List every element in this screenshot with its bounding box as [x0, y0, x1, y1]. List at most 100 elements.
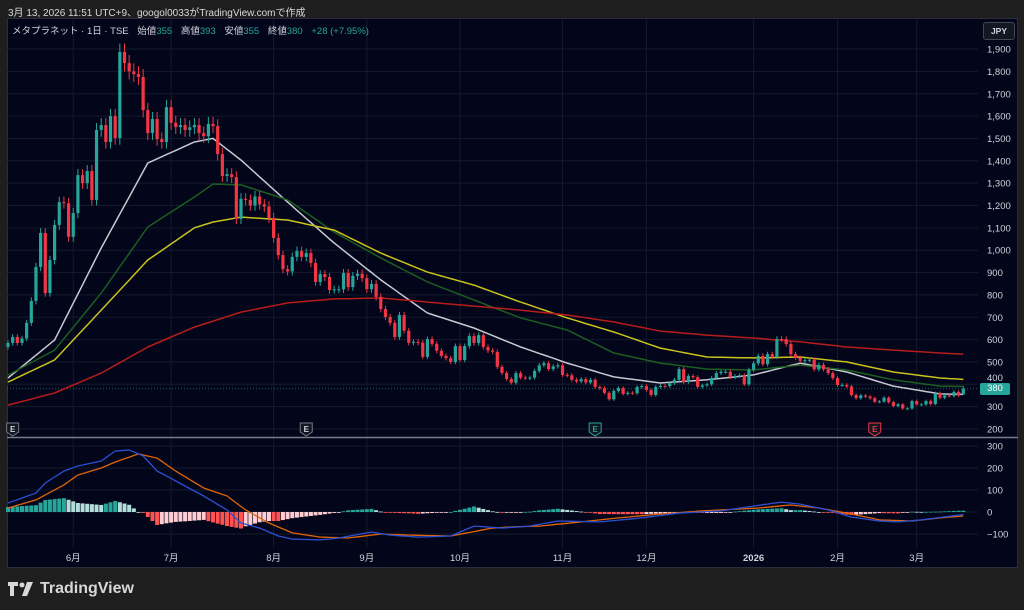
macd-histogram-bar [509, 512, 514, 513]
macd-histogram-bar [164, 512, 169, 524]
candle-body [113, 116, 117, 139]
candle-body [472, 336, 476, 343]
macd-histogram-bar [933, 511, 938, 513]
symbol-legend: メタプラネット · 1日 · TSE 始値355 高値393 安値355 終値3… [12, 23, 369, 37]
candle-body [532, 370, 537, 378]
candle-body [947, 395, 951, 397]
candle-body [551, 366, 555, 370]
macd-histogram-bar [840, 512, 845, 514]
candle-body [668, 383, 672, 387]
macd-histogram-bar [374, 510, 379, 512]
footer-logo[interactable]: TradingView [8, 580, 134, 598]
candle-body [248, 199, 252, 206]
candle-body [798, 357, 802, 361]
macd-histogram-bar [863, 512, 868, 515]
candle-body [118, 51, 122, 139]
time-tick-label: 6月 [66, 553, 81, 564]
tradingview-logo-icon [8, 582, 33, 596]
candle-body [770, 354, 774, 357]
macd-histogram-bar [602, 512, 607, 515]
macd-histogram-bar [239, 512, 243, 529]
earnings-marker[interactable]: E [588, 422, 602, 437]
macd-histogram-bar [714, 512, 719, 513]
candle-body [411, 341, 416, 343]
macd-histogram-bar [625, 512, 630, 515]
moving-average-line [7, 137, 964, 396]
earnings-marker[interactable]: E [868, 422, 882, 437]
candle-body [938, 393, 942, 398]
candle-body [360, 273, 364, 279]
candle-body [873, 398, 877, 402]
candle-body [379, 296, 383, 309]
price-tick-label: 1,200 [987, 201, 1011, 212]
candle-body [486, 346, 490, 351]
candle-body [859, 395, 863, 399]
macd-histogram-bar [336, 512, 341, 513]
candle-body [579, 379, 583, 382]
macd-histogram-bar [276, 512, 281, 522]
candle-body [793, 354, 798, 358]
candle-body [686, 376, 690, 383]
macd-histogram-bar [532, 511, 537, 512]
earnings-marker-shape [6, 422, 20, 437]
macd-histogram-bar [924, 511, 929, 513]
macd-histogram-bar [10, 506, 15, 512]
candle-body [896, 404, 900, 406]
macd-pane [6, 449, 966, 541]
candle-body [327, 277, 332, 290]
macd-histogram-bar [886, 512, 891, 514]
macd-histogram-bar [956, 510, 961, 512]
candle-body [365, 278, 369, 290]
candle-body [593, 379, 597, 387]
macd-histogram-bar [551, 509, 556, 512]
macd-histogram-bar [793, 510, 798, 512]
macd-histogram-bar [416, 512, 421, 514]
macd-histogram-bar [215, 512, 220, 524]
macd-histogram-bar [807, 511, 812, 512]
earnings-marker[interactable]: E [6, 422, 20, 437]
macd-histogram-bar [723, 512, 728, 513]
macd-histogram-bar [495, 511, 500, 513]
candle-body [710, 378, 714, 385]
price-tick-label: 800 [987, 290, 1003, 301]
macd-histogram-bar [574, 511, 579, 512]
earnings-marker[interactable]: E [299, 422, 313, 437]
time-tick-label: 7月 [164, 553, 179, 564]
macd-histogram-bar [89, 504, 94, 512]
candle-body [910, 401, 914, 409]
macd-histogram-bar [732, 511, 737, 513]
currency-button[interactable]: JPY [983, 22, 1015, 40]
macd-histogram-bar [397, 512, 402, 514]
candle-body [779, 338, 784, 340]
macd-histogram-bar [332, 512, 337, 513]
candle-body [887, 397, 891, 403]
macd-histogram-bar [597, 512, 602, 514]
macd-histogram-bar [444, 512, 449, 513]
candle-body [416, 341, 420, 343]
candle-body [383, 308, 388, 318]
macd-histogram-bar [942, 511, 947, 513]
macd-histogram-bar [513, 512, 518, 513]
macd-histogram-bar [341, 511, 346, 513]
candle-body [891, 402, 895, 406]
candle-body [290, 256, 294, 272]
candle-body [570, 375, 574, 380]
candle-body [863, 395, 868, 397]
earnings-marker-label: E [592, 425, 598, 434]
macd-line [7, 449, 964, 541]
macd-histogram-bar [961, 510, 966, 512]
signal-line [7, 453, 964, 539]
macd-histogram-bar [774, 508, 779, 512]
macd-histogram-bar [187, 512, 192, 521]
candle-body [164, 107, 169, 143]
candle-body [108, 116, 113, 143]
candle-body [202, 133, 206, 137]
macd-histogram-bar [29, 505, 34, 512]
candle-body [262, 204, 266, 207]
macd-histogram-bar [770, 508, 775, 512]
candle-body [211, 123, 215, 127]
chart-panel[interactable] [7, 18, 1018, 568]
candle-body [943, 395, 947, 398]
